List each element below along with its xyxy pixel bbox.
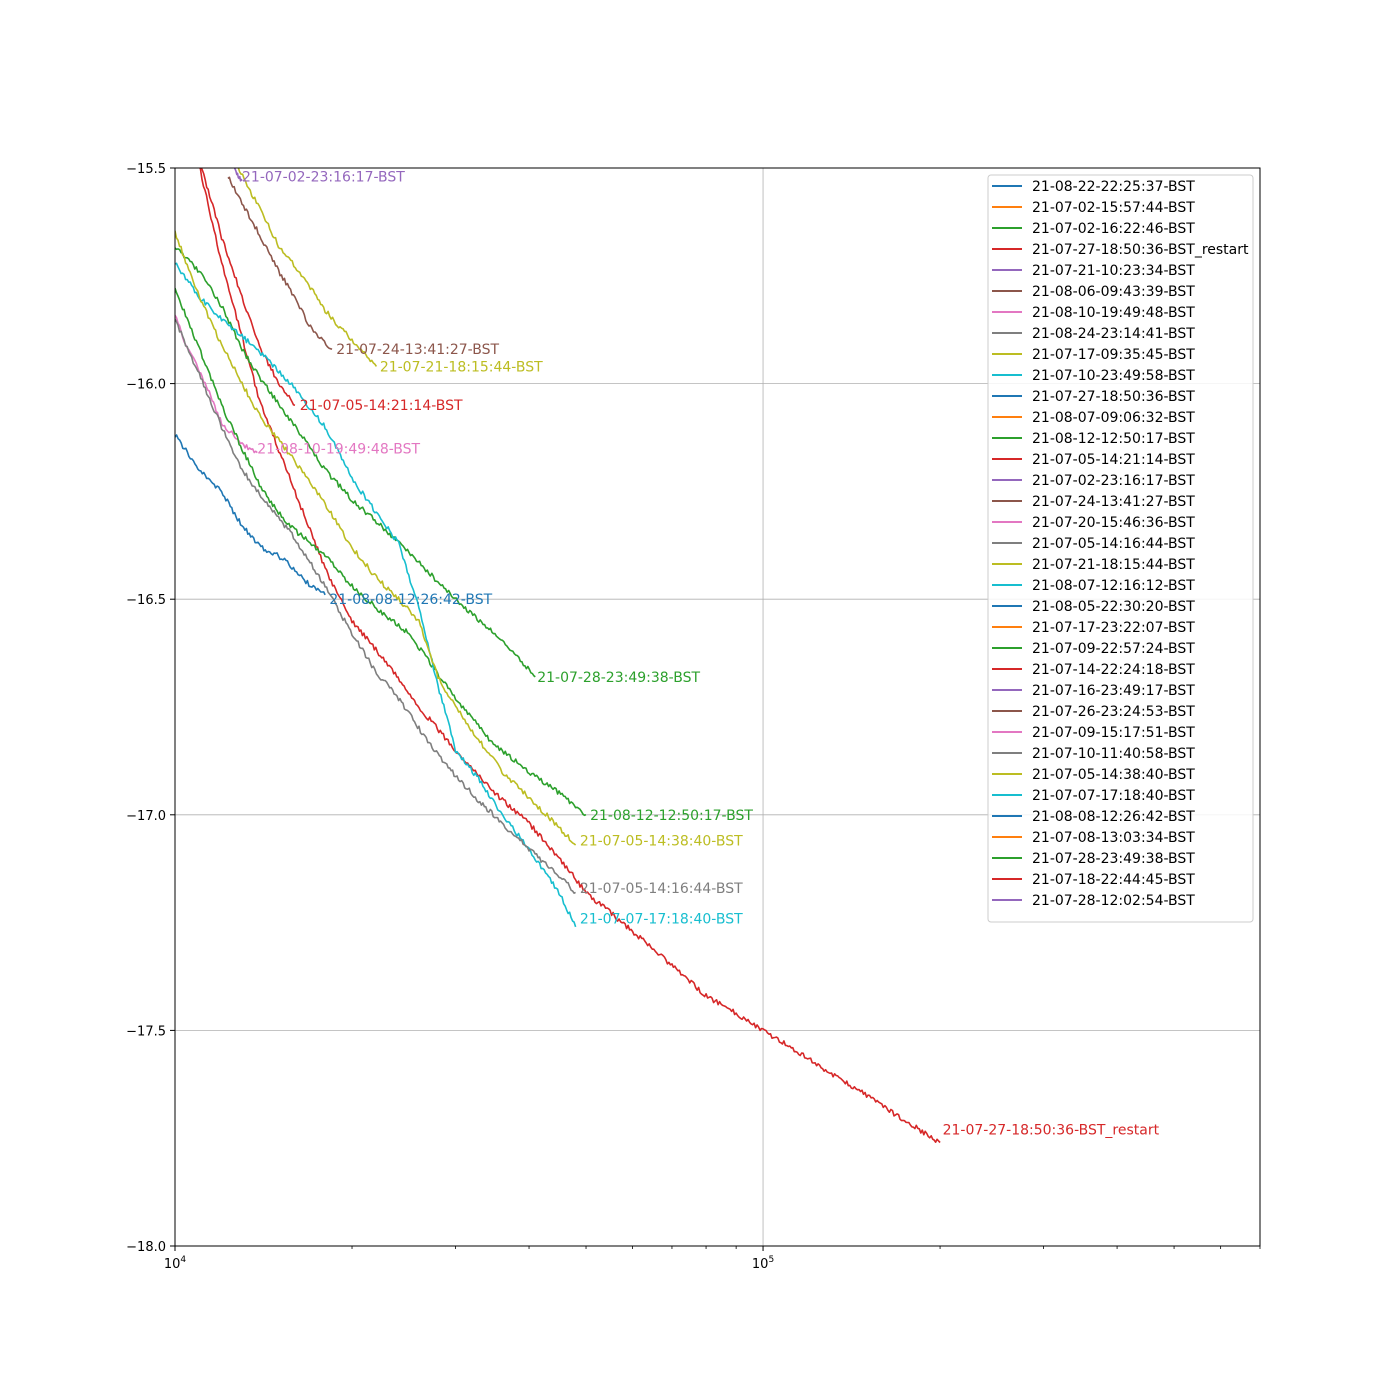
series-line [175,230,577,846]
series-line [199,168,941,1144]
legend-entry-label: 21-07-09-15:17:51-BST [1032,725,1195,741]
line-end-label: 21-07-05-14:38:40-BST [580,834,743,850]
y-tick-label: −15.5 [126,162,166,177]
y-tick-label: −18.0 [126,1240,166,1255]
line-end-label: 21-08-12-12:50:17-BST [590,808,753,824]
legend-entry-label: 21-07-27-18:50:36-BST_restart [1032,242,1249,258]
line-end-label: 21-07-02-23:16:17-BST [242,170,405,186]
legend-entry-label: 21-08-08-12:26:42-BST [1032,809,1195,825]
y-tick-label: −17.0 [126,809,166,824]
legend-entry-label: 21-07-08-13:03:34-BST [1032,830,1195,846]
line-end-annotations: 21-07-02-23:16:17-BST 21-07-24-13:41:27-B… [242,170,1160,1139]
legend-entry-label: 21-08-10-19:49:48-BST [1032,305,1195,321]
series-line [200,168,296,406]
legend-entry-label: 21-07-28-23:49:38-BST [1032,851,1195,867]
legend-box [987,174,1254,923]
legend: 21-08-22-22:25:37-BST 21-07-02-15:57:44-B… [987,174,1254,923]
legend-entry-label: 21-08-06-09:43:39-BST [1032,284,1195,300]
legend-entry-label: 21-08-05-22:30:20-BST [1032,599,1195,615]
legend-entry-label: 21-07-10-23:49:58-BST [1032,368,1195,384]
x-tick-label: 104 [164,1255,187,1272]
legend-entry-label: 21-07-09-22:57:24-BST [1032,641,1195,657]
legend-entry-label: 21-07-02-15:57:44-BST [1032,200,1195,216]
line-end-label: 21-07-27-18:50:36-BST_restart [943,1123,1160,1139]
axes-frame [174,167,1261,1247]
legend-entry-label: 21-07-17-09:35:45-BST [1032,347,1195,363]
legend-entry-label: 21-08-07-12:16:12-BST [1032,578,1195,594]
legend-entry-label: 21-07-24-13:41:27-BST [1032,494,1195,510]
legend-entry-label: 21-07-20-15:46:36-BST [1032,515,1195,531]
series-line [175,247,536,678]
x-tick-label: 105 [752,1255,774,1272]
y-tick-label: −16.0 [126,378,166,393]
legend-entry-label: 21-07-18-22:44:45-BST [1032,872,1195,888]
line-end-label: 21-07-21-18:15:44-BST [380,359,543,375]
legend-entry-label: 21-07-21-18:15:44-BST [1032,557,1195,573]
y-tick-label: −16.5 [126,593,166,608]
line-end-label: 21-07-05-14:21:14-BST [300,398,463,414]
legend-entry-label: 21-07-17-23:22:07-BST [1032,620,1195,636]
series-line [227,176,333,350]
legend-entry-label: 21-07-05-14:16:44-BST [1032,536,1195,552]
legend-entry-label: 21-08-12-12:50:17-BST [1032,431,1195,447]
legend-entry-label: 21-08-07-09:06:32-BST [1032,410,1195,426]
line-end-label: 21-08-10-19:49:48-BST [257,441,420,457]
legend-entry-label: 21-07-16-23:49:17-BST [1032,683,1195,699]
legend-entry-label: 21-07-21-10:23:34-BST [1032,263,1195,279]
legend-entry-label: 21-08-22-22:25:37-BST [1032,179,1195,195]
y-tick-label: −17.5 [126,1024,166,1039]
legend-entry-label: 21-07-05-14:21:14-BST [1032,452,1195,468]
series-line [175,262,577,928]
legend-entry-label: 21-07-27-18:50:36-BST [1032,389,1195,405]
line-end-label: 21-07-05-14:16:44-BST [580,881,743,897]
series-line [175,314,258,454]
line-end-label: 21-07-24-13:41:27-BST [336,342,499,358]
series-line [175,434,326,596]
legend-entry-label: 21-07-02-16:22:46-BST [1032,221,1195,237]
series-lines [175,168,941,1144]
legend-entry-label: 21-07-26-23:24:53-BST [1032,704,1195,720]
legend-entry-label: 21-08-24-23:14:41-BST [1032,326,1195,342]
line-end-label: 21-07-28-23:49:38-BST [537,670,700,686]
legend-entry-label: 21-07-10-11:40:58-BST [1032,746,1195,762]
line-end-label: 21-08-08-12:26:42-BST [329,592,492,608]
line-end-label: 21-07-07-17:18:40-BST [580,911,743,927]
legend-entry-label: 21-07-05-14:38:40-BST [1032,767,1195,783]
series-line [237,168,378,367]
legend-entry-label: 21-07-02-23:16:17-BST [1032,473,1195,489]
legend-entry-label: 21-07-07-17:18:40-BST [1032,788,1195,804]
series-line [175,287,587,817]
series-line [175,318,576,894]
series-line [233,168,243,182]
legend-entry-label: 21-07-28-12:02:54-BST [1032,893,1195,909]
legend-entry-label: 21-07-14-22:24:18-BST [1032,662,1195,678]
